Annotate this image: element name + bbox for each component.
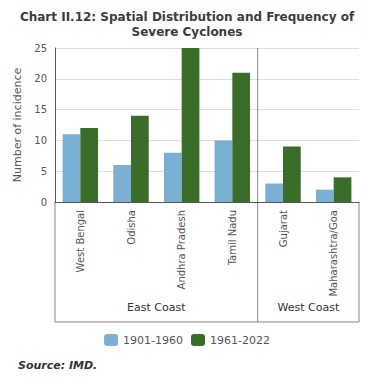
svg-text:0: 0 — [41, 197, 47, 208]
svg-text:Chart II.12: Spatial Distribut: Chart II.12: Spatial Distribution and Fr… — [20, 10, 355, 24]
svg-text:5: 5 — [41, 166, 47, 177]
svg-text:Severe Cyclones: Severe Cyclones — [132, 25, 243, 39]
svg-text:15: 15 — [34, 104, 47, 115]
svg-text:Number of incidence: Number of incidence — [11, 68, 24, 183]
svg-text:West Bengal: West Bengal — [75, 210, 86, 272]
svg-text:Tamil Nadu: Tamil Nadu — [227, 210, 238, 266]
svg-text:Source: IMD.: Source: IMD. — [18, 359, 97, 372]
svg-text:Gujarat: Gujarat — [278, 210, 289, 247]
svg-text:West Coast: West Coast — [277, 301, 339, 314]
svg-text:1901-1960: 1901-1960 — [123, 334, 183, 347]
svg-text:25: 25 — [34, 43, 47, 54]
svg-text:10: 10 — [34, 135, 47, 146]
svg-text:1961-2022: 1961-2022 — [210, 334, 270, 347]
svg-text:East Coast: East Coast — [127, 301, 186, 314]
svg-text:20: 20 — [34, 73, 47, 84]
svg-text:Odisha: Odisha — [126, 210, 137, 245]
svg-text:Maharashtra/Goa: Maharashtra/Goa — [328, 210, 339, 297]
svg-text:Andhra Pradesh: Andhra Pradesh — [176, 210, 187, 289]
